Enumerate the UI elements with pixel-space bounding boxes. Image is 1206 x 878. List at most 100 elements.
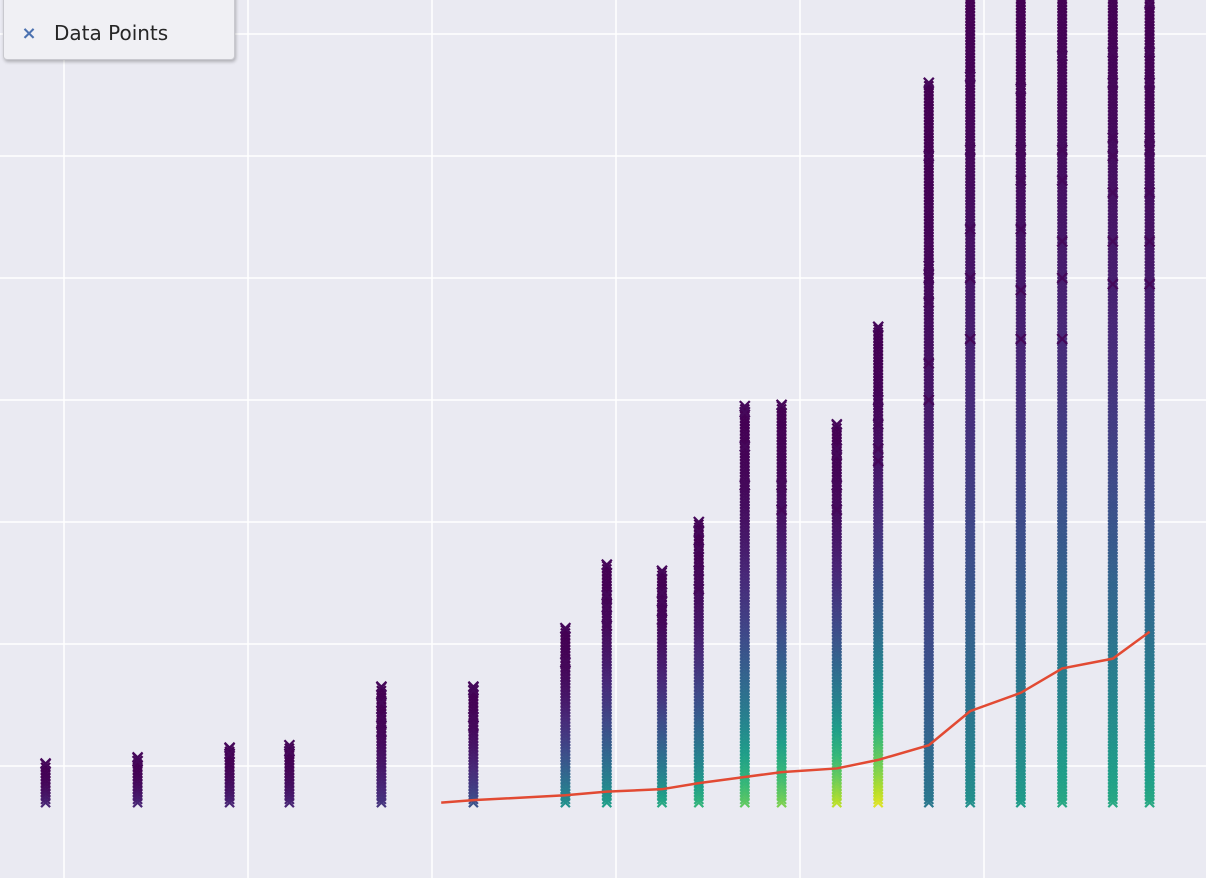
trend-line: [441, 630, 1151, 804]
outlier-point: [693, 516, 705, 528]
outlier-point: [1143, 144, 1156, 156]
outlier-point: [831, 418, 843, 431]
outlier-point: [283, 745, 296, 758]
outlier-point: [923, 296, 935, 309]
outlier-point: [872, 443, 884, 455]
outlier-point: [1056, 333, 1068, 345]
outlier-point: [375, 680, 388, 693]
outlier-point: [693, 543, 705, 555]
outlier-point: [1143, 186, 1156, 199]
outlier-point: [1143, 77, 1156, 89]
outlier-point: [693, 525, 705, 538]
data-point: [40, 762, 51, 773]
data-point: [964, 0, 976, 8]
data-point: [1107, 0, 1119, 8]
data-point: [1015, 0, 1027, 8]
outlier-point: [739, 440, 751, 453]
outlier-point: [1143, 46, 1156, 59]
outlier-point: [1015, 83, 1027, 95]
outlier-point: [1056, 50, 1068, 62]
data-point: [1015, 0, 1027, 5]
outlier-point: [1056, 174, 1068, 187]
data-point: [739, 403, 751, 415]
outlier-markers: [39, 0, 1156, 770]
outlier-point: [1015, 174, 1027, 187]
outlier-point: [1056, 272, 1068, 284]
outlier-point: [923, 357, 935, 370]
legend: × Data Points: [3, 0, 235, 60]
outlier-point: [1107, 278, 1119, 290]
outlier-point: [831, 504, 843, 516]
outlier-point: [1056, 144, 1068, 156]
outlier-point: [1015, 333, 1027, 345]
outlier-point: [739, 479, 751, 492]
outlier-point: [693, 565, 705, 577]
outlier-point: [1143, 131, 1156, 144]
outlier-point: [872, 321, 884, 333]
outlier-point: [923, 272, 935, 284]
outlier-point: [1107, 131, 1119, 144]
outlier-point: [656, 595, 668, 608]
outlier-point: [693, 583, 705, 595]
outlier-point: [656, 565, 668, 577]
outlier-point: [775, 479, 788, 492]
outlier-point: [375, 711, 388, 723]
outlier-point: [1143, 0, 1156, 10]
outlier-point: [1107, 235, 1119, 248]
outlier-point: [131, 751, 144, 764]
outlier-point: [831, 479, 843, 492]
legend-entry-data-points: × Data Points: [4, 21, 168, 45]
data-point: [776, 403, 787, 415]
outlier-point: [375, 726, 388, 738]
data-point: [1144, 0, 1155, 5]
data-point: [224, 746, 235, 757]
outlier-point: [601, 601, 613, 614]
outlier-point: [923, 394, 935, 406]
outlier-point: [223, 748, 236, 760]
outlier-point: [739, 406, 751, 418]
outlier-point: [872, 455, 884, 467]
outlier-point: [1015, 223, 1027, 235]
outlier-point: [831, 449, 843, 461]
outlier-point: [601, 619, 613, 632]
data-point: [601, 563, 613, 575]
outlier-point: [601, 589, 613, 601]
data-point: [1056, 0, 1068, 8]
outlier-point: [964, 272, 976, 284]
outlier-point: [131, 755, 144, 767]
outlier-point: [375, 696, 388, 709]
data-point: [923, 80, 935, 92]
outlier-point: [1056, 235, 1068, 248]
outlier-point: [775, 504, 788, 516]
outlier-point: [775, 399, 788, 411]
outlier-point: [656, 586, 668, 599]
outlier-point: [1015, 144, 1027, 156]
outlier-point: [39, 757, 52, 770]
data-point: [1056, 0, 1068, 5]
outlier-point: [656, 613, 668, 626]
outlier-point: [1107, 77, 1119, 89]
outlier-point: [467, 719, 480, 732]
data-point: [560, 624, 571, 636]
outlier-point: [923, 150, 935, 162]
outlier-point: [923, 77, 935, 89]
outlier-point: [467, 680, 480, 693]
data-point: [284, 742, 295, 754]
outlier-point: [559, 622, 572, 634]
x-marker-icon: ×: [21, 22, 37, 44]
outlier-point: [1015, 284, 1027, 296]
data-point: [831, 422, 843, 434]
outlier-point: [467, 684, 480, 697]
outlier-point: [1107, 46, 1119, 59]
outlier-point: [1143, 278, 1156, 290]
legend-label-data-points: Data Points: [54, 21, 169, 45]
outlier-point: [1107, 186, 1119, 199]
outlier-point: [601, 558, 613, 571]
outlier-point: [964, 70, 976, 83]
outlier-point: [559, 656, 572, 669]
data-point: [872, 323, 884, 335]
data-point: [376, 685, 387, 696]
outlier-point: [964, 223, 976, 235]
